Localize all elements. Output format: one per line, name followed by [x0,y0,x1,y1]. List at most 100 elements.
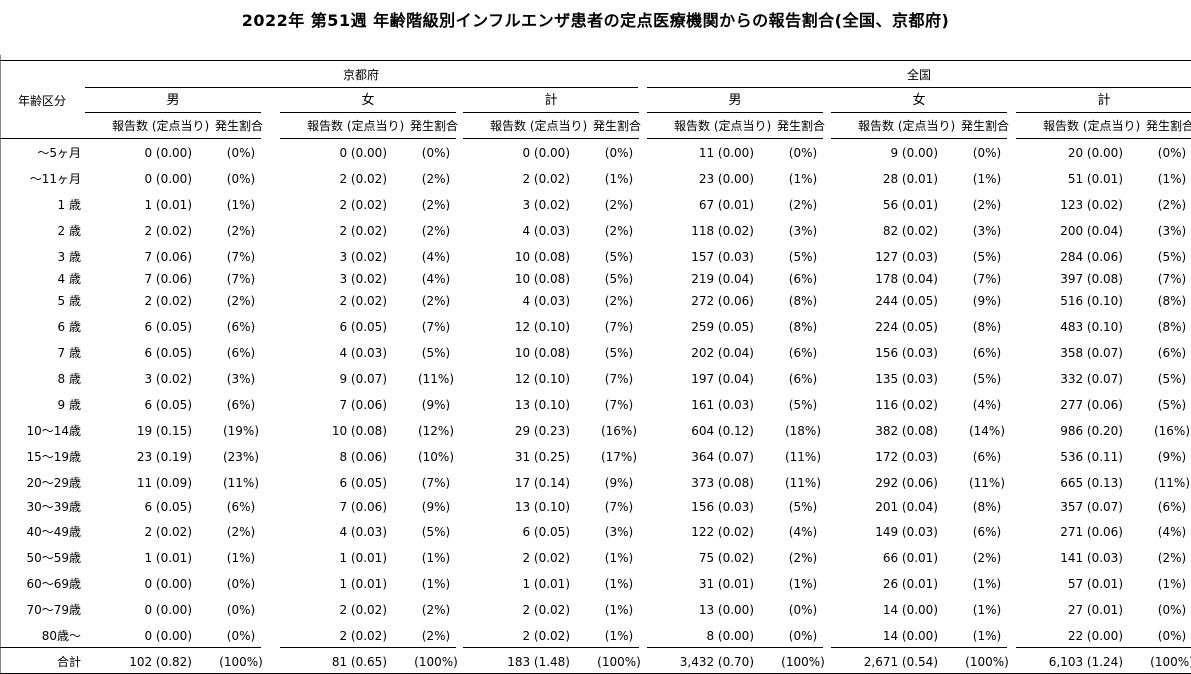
percent-cell: (5%) [1157,398,1187,412]
report-count-cell: 2 (0.02) [339,629,387,643]
count-column-header: 報告数 (定点当り) [307,119,405,133]
report-count-cell: 183 (1.48) [507,655,570,669]
report-count-cell: 6,103 (1.24) [1048,655,1123,669]
percent-cell: (1%) [226,198,256,212]
report-count-cell: 244 (0.05) [875,294,938,308]
age-group-label: 60～69歳 [26,577,81,591]
percent-cell: (0%) [972,146,1002,160]
percent-column-header: 発生割合 [961,119,1010,133]
percent-cell: (0%) [226,146,256,160]
report-count-cell: 397 (0.08) [1060,272,1123,286]
count-column-header: 報告数 (定点当り) [1043,119,1141,133]
age-group-label: 4 歳 [57,272,81,286]
age-group-label: 3 歳 [57,250,81,264]
percent-cell: (1%) [421,551,451,565]
percent-cell: (1%) [1157,172,1187,186]
report-count-cell: 156 (0.03) [875,346,938,360]
percent-cell: (8%) [788,294,818,308]
report-count-cell: 3,432 (0.70) [679,655,754,669]
report-count-cell: 10 (0.08) [514,272,570,286]
percent-cell: (0%) [1157,146,1187,160]
report-count-cell: 3 (0.02) [144,372,192,386]
percent-cell: (0%) [421,146,451,160]
percent-cell: (4%) [421,250,451,264]
percent-cell: (10%) [417,450,455,464]
percent-cell: (0%) [604,146,634,160]
percent-cell: (2%) [421,224,451,238]
percent-cell: (100%) [597,655,641,669]
age-group-label: ～5ヶ月 [37,146,81,160]
percent-cell: (12%) [417,424,455,438]
percent-cell: (9%) [604,476,634,490]
percent-cell: (100%) [781,655,825,669]
report-count-cell: 149 (0.03) [875,525,938,539]
report-count-cell: 3 (0.02) [522,198,570,212]
percent-cell: (6%) [788,272,818,286]
sex-rule [463,112,639,113]
age-group-label: 40～49歳 [26,525,81,539]
sex-rule [647,112,823,113]
percent-cell: (14%) [968,424,1006,438]
report-count-cell: 219 (0.04) [691,272,754,286]
percent-cell: (9%) [421,398,451,412]
percent-cell: (1%) [788,577,818,591]
report-count-cell: 332 (0.07) [1060,372,1123,386]
report-count-cell: 10 (0.08) [514,250,570,264]
report-count-cell: 2 (0.02) [522,629,570,643]
report-count-cell: 13 (0.00) [698,603,754,617]
report-count-cell: 26 (0.01) [882,577,938,591]
subheader-rule [831,138,1007,139]
report-count-cell: 14 (0.00) [882,629,938,643]
percent-cell: (6%) [972,346,1002,360]
percent-cell: (9%) [1157,450,1187,464]
report-count-cell: 0 (0.00) [144,577,192,591]
report-count-cell: 17 (0.14) [514,476,570,490]
report-count-cell: 4 (0.03) [522,224,570,238]
percent-cell: (1%) [604,603,634,617]
percent-cell: (1%) [604,629,634,643]
age-group-label: 50～59歳 [26,551,81,565]
report-count-cell: 6 (0.05) [144,500,192,514]
percent-cell: (3%) [226,372,256,386]
percent-cell: (6%) [788,372,818,386]
percent-cell: (3%) [604,525,634,539]
percent-cell: (2%) [421,629,451,643]
report-count-cell: 7 (0.06) [339,398,387,412]
report-count-cell: 6 (0.05) [144,320,192,334]
report-count-cell: 127 (0.03) [875,250,938,264]
percent-cell: (2%) [421,294,451,308]
percent-cell: (1%) [1157,577,1187,591]
percent-cell: (23%) [222,450,260,464]
percent-cell: (100%) [219,655,263,669]
percent-cell: (1%) [972,577,1002,591]
percent-cell: (100%) [414,655,458,669]
total-rule [280,647,456,648]
percent-cell: (7%) [226,250,256,264]
percent-cell: (2%) [604,198,634,212]
percent-cell: (6%) [226,500,256,514]
report-count-cell: 12 (0.10) [514,372,570,386]
sex-header: 男 [728,93,742,108]
age-group-label: 10～14歳 [26,424,81,438]
percent-cell: (6%) [788,346,818,360]
report-count-cell: 6 (0.05) [522,525,570,539]
report-count-cell: 382 (0.08) [875,424,938,438]
report-count-cell: 358 (0.07) [1060,346,1123,360]
report-count-cell: 200 (0.04) [1060,224,1123,238]
percent-cell: (2%) [421,603,451,617]
percent-cell: (7%) [421,320,451,334]
percent-cell: (5%) [972,250,1002,264]
report-count-cell: 8 (0.06) [339,450,387,464]
report-count-cell: 27 (0.01) [1067,603,1123,617]
report-count-cell: 665 (0.13) [1060,476,1123,490]
percent-cell: (11%) [417,372,455,386]
region-header-national: 全国 [906,68,932,82]
percent-cell: (5%) [604,272,634,286]
percent-cell: (1%) [226,551,256,565]
report-count-cell: 271 (0.06) [1060,525,1123,539]
count-column-header: 報告数 (定点当り) [490,119,588,133]
report-count-cell: 4 (0.03) [339,346,387,360]
report-count-cell: 51 (0.01) [1067,172,1123,186]
percent-cell: (0%) [1157,603,1187,617]
percent-cell: (8%) [1157,294,1187,308]
